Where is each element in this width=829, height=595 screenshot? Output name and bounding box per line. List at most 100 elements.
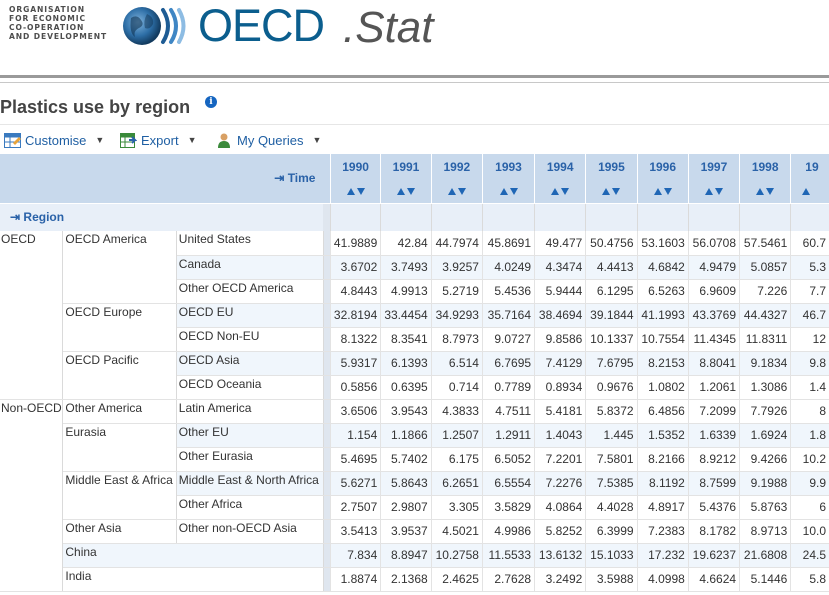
customise-menu[interactable]: Customise ▼ [4, 130, 104, 150]
value-cell[interactable]: 6.2651 [430, 471, 483, 496]
value-cell[interactable]: 8.7599 [687, 471, 740, 496]
year-header[interactable]: 19 [790, 154, 829, 180]
value-cell[interactable]: 3.9537 [380, 519, 432, 544]
sort-asc-icon[interactable] [346, 188, 355, 196]
value-cell[interactable]: 10.0 [790, 519, 829, 544]
value-cell[interactable]: 21.6808 [739, 543, 791, 568]
sort-control[interactable] [687, 180, 740, 203]
value-cell[interactable]: 11.4345 [687, 327, 740, 352]
value-cell[interactable]: 6.5263 [636, 279, 689, 304]
sort-desc-icon[interactable] [663, 188, 672, 196]
sort-asc-icon[interactable] [653, 188, 662, 196]
year-header[interactable]: 1993 [481, 154, 535, 180]
value-cell[interactable]: 49.477 [534, 231, 586, 256]
value-cell[interactable]: 5.8372 [585, 399, 638, 424]
value-cell[interactable]: 57.5461 [739, 231, 791, 256]
value-cell[interactable]: 2.4625 [430, 567, 483, 592]
sort-desc-icon[interactable] [509, 188, 518, 196]
value-cell[interactable]: 4.9986 [481, 519, 535, 544]
value-cell[interactable]: 7.7926 [739, 399, 791, 424]
region-dimension-header[interactable]: ⇥ Region [0, 202, 324, 231]
sort-desc-icon[interactable] [457, 188, 466, 196]
value-cell[interactable]: 6 [790, 495, 829, 520]
value-cell[interactable]: 34.9293 [430, 303, 483, 328]
value-cell[interactable]: 46.7 [790, 303, 829, 328]
sort-control[interactable] [329, 180, 381, 203]
value-cell[interactable]: 8.8041 [687, 351, 740, 376]
value-cell[interactable]: 1.6339 [687, 423, 740, 448]
value-cell[interactable]: 6.9609 [687, 279, 740, 304]
value-cell[interactable]: 38.4694 [534, 303, 586, 328]
value-cell[interactable]: 4.0998 [636, 567, 689, 592]
value-cell[interactable]: 0.5856 [329, 375, 381, 400]
value-cell[interactable]: 35.7164 [481, 303, 535, 328]
brand-oecd[interactable]: OECD [198, 0, 325, 51]
value-cell[interactable]: 7.7 [790, 279, 829, 304]
sort-asc-icon[interactable] [551, 188, 560, 196]
time-dimension-header[interactable]: ⇥ Time [0, 154, 324, 203]
value-cell[interactable]: 2.7507 [329, 495, 381, 520]
value-cell[interactable]: 7.4129 [534, 351, 586, 376]
value-cell[interactable]: 1.8 [790, 423, 829, 448]
sort-desc-icon[interactable] [612, 188, 621, 196]
value-cell[interactable]: 0.714 [430, 375, 483, 400]
value-cell[interactable]: 6.5554 [481, 471, 535, 496]
value-cell[interactable]: 1.6924 [739, 423, 791, 448]
value-cell[interactable]: 1.3086 [739, 375, 791, 400]
value-cell[interactable]: 3.9543 [380, 399, 432, 424]
value-cell[interactable]: 11.5533 [481, 543, 535, 568]
value-cell[interactable]: 6.1295 [585, 279, 638, 304]
value-cell[interactable]: 1.2507 [430, 423, 483, 448]
value-cell[interactable]: 7.2099 [687, 399, 740, 424]
year-header[interactable]: 1992 [430, 154, 483, 180]
value-cell[interactable]: 6.175 [430, 447, 483, 472]
value-cell[interactable]: 4.6842 [636, 255, 689, 280]
sort-asc-icon[interactable] [499, 188, 508, 196]
value-cell[interactable]: 8.2166 [636, 447, 689, 472]
sort-asc-icon[interactable] [447, 188, 456, 196]
value-cell[interactable]: 4.8917 [636, 495, 689, 520]
sort-control[interactable] [585, 180, 638, 203]
value-cell[interactable]: 42.84 [380, 231, 432, 256]
value-cell[interactable]: 7.2201 [534, 447, 586, 472]
value-cell[interactable]: 5.8 [790, 567, 829, 592]
value-cell[interactable]: 5.8643 [380, 471, 432, 496]
value-cell[interactable]: 41.1993 [636, 303, 689, 328]
value-cell[interactable]: 5.4536 [481, 279, 535, 304]
sort-desc-icon[interactable] [356, 188, 365, 196]
year-header[interactable]: 1997 [687, 154, 740, 180]
value-cell[interactable]: 1.4043 [534, 423, 586, 448]
sort-control[interactable] [739, 180, 791, 203]
value-cell[interactable]: 3.6506 [329, 399, 381, 424]
value-cell[interactable]: 11.8311 [739, 327, 791, 352]
value-cell[interactable]: 7.2383 [636, 519, 689, 544]
value-cell[interactable]: 1.4 [790, 375, 829, 400]
sort-desc-icon[interactable] [714, 188, 723, 196]
value-cell[interactable]: 3.6702 [329, 255, 381, 280]
value-cell[interactable]: 4.8443 [329, 279, 381, 304]
value-cell[interactable]: 9.8586 [534, 327, 586, 352]
value-cell[interactable]: 2.9807 [380, 495, 432, 520]
value-cell[interactable]: 0.7789 [481, 375, 535, 400]
sort-desc-icon[interactable] [766, 188, 775, 196]
brand-stat[interactable]: .Stat [343, 3, 434, 52]
value-cell[interactable]: 6.5052 [481, 447, 535, 472]
value-cell[interactable]: 7.6795 [585, 351, 638, 376]
value-cell[interactable]: 44.4327 [739, 303, 791, 328]
value-cell[interactable]: 8 [790, 399, 829, 424]
value-cell[interactable]: 5.8252 [534, 519, 586, 544]
sort-asc-icon[interactable] [802, 188, 811, 196]
value-cell[interactable]: 8.9713 [739, 519, 791, 544]
value-cell[interactable]: 17.232 [636, 543, 689, 568]
value-cell[interactable]: 4.3833 [430, 399, 483, 424]
value-cell[interactable]: 7.2276 [534, 471, 586, 496]
year-header[interactable]: 1998 [739, 154, 791, 180]
value-cell[interactable]: 10.7554 [636, 327, 689, 352]
value-cell[interactable]: 5.9317 [329, 351, 381, 376]
value-cell[interactable]: 3.305 [430, 495, 483, 520]
value-cell[interactable]: 45.8691 [481, 231, 535, 256]
sort-asc-icon[interactable] [704, 188, 713, 196]
value-cell[interactable]: 6.3999 [585, 519, 638, 544]
value-cell[interactable]: 1.1866 [380, 423, 432, 448]
value-cell[interactable]: 6.7695 [481, 351, 535, 376]
